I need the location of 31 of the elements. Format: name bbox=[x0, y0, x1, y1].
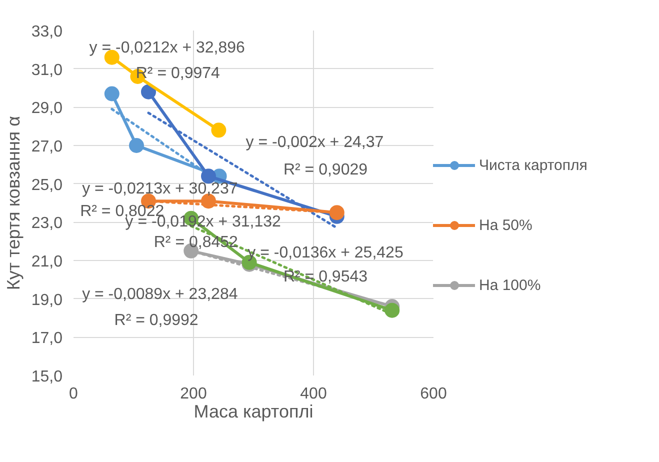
x-tick-label: 600 bbox=[420, 386, 447, 402]
point bbox=[141, 84, 156, 100]
annotation: y = -0,0089x + 23,284 bbox=[82, 286, 238, 303]
y-tick-label: 29,0 bbox=[31, 100, 63, 118]
legend-label: На 50% bbox=[479, 216, 532, 234]
annotation: R² = 0,9029 bbox=[283, 162, 368, 179]
annotation: y = -0,0212x + 32,896 bbox=[89, 39, 246, 56]
y-tick-label: 27,0 bbox=[31, 138, 63, 156]
x-tick-label: 400 bbox=[300, 386, 327, 402]
annotation: y = -0,002x + 24,37 bbox=[246, 134, 384, 152]
y-tick-label: 17,0 bbox=[31, 330, 63, 348]
y-tick-label: 21,0 bbox=[31, 254, 63, 270]
point bbox=[104, 86, 120, 102]
y-tick-label: 23,0 bbox=[31, 215, 63, 232]
legend-label: Чиста картопля bbox=[479, 156, 588, 174]
point bbox=[129, 138, 144, 153]
annotation: R² = 0,9992 bbox=[114, 312, 198, 329]
x-axis-title: Маса картоплі bbox=[194, 402, 314, 422]
point bbox=[211, 122, 226, 138]
legend-label: На 100% bbox=[479, 276, 541, 294]
y-tick-label: 33,0 bbox=[31, 24, 63, 40]
point bbox=[329, 205, 344, 220]
y-tick-label: 15,0 bbox=[31, 368, 63, 386]
x-tick-label: 0 bbox=[69, 386, 78, 402]
x-tick-label: 200 bbox=[180, 386, 207, 402]
annotation: y = -0,0213x + 30,237 bbox=[82, 180, 238, 198]
y-tick-label: 31,0 bbox=[31, 62, 63, 79]
y-tick-label: 25,0 bbox=[31, 176, 63, 194]
y-axis-title: Кут тертя ковзання α bbox=[3, 116, 24, 290]
y-tick-label: 19,0 bbox=[31, 292, 63, 309]
point bbox=[384, 302, 400, 318]
